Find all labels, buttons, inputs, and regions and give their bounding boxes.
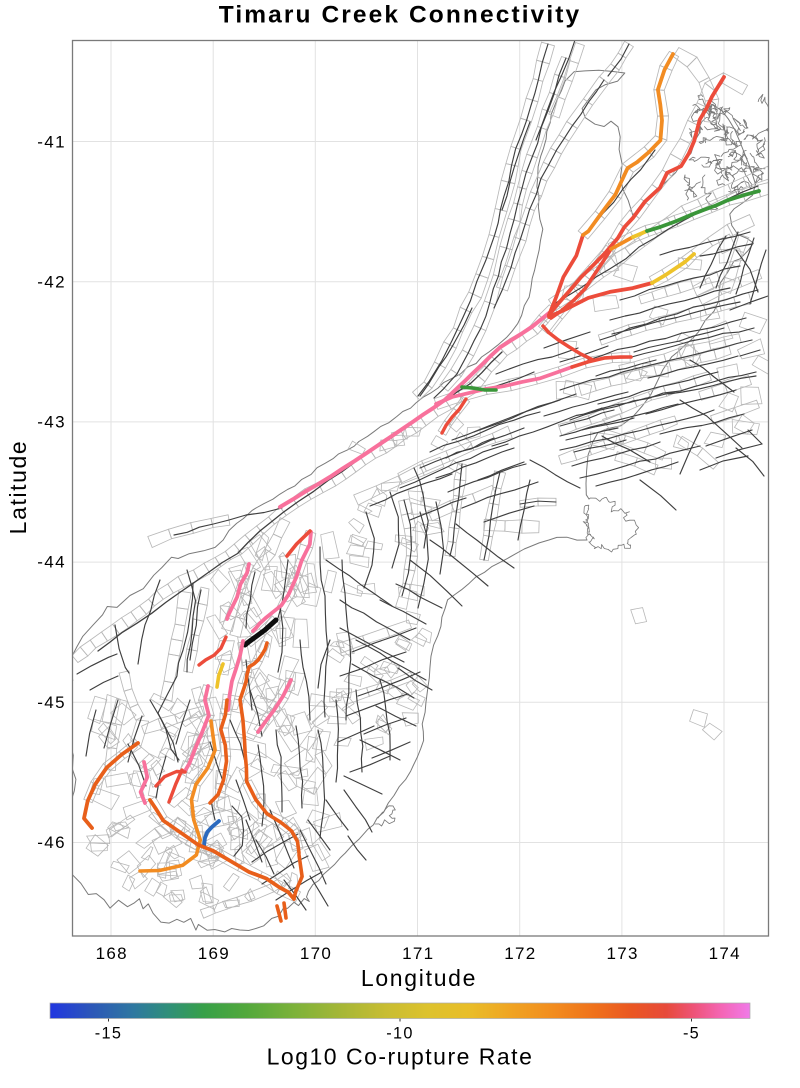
svg-text:-43: -43: [37, 413, 66, 432]
svg-text:171: 171: [402, 944, 434, 963]
svg-text:-45: -45: [37, 693, 66, 712]
svg-text:168: 168: [96, 944, 128, 963]
svg-text:172: 172: [504, 944, 536, 963]
svg-text:Timaru Creek Connectivity: Timaru Creek Connectivity: [219, 2, 581, 29]
svg-text:-15: -15: [95, 1025, 122, 1043]
svg-text:Latitude: Latitude: [5, 440, 31, 535]
svg-text:Log10 Co-rupture Rate: Log10 Co-rupture Rate: [267, 1044, 534, 1070]
svg-text:169: 169: [198, 944, 230, 963]
svg-text:-10: -10: [386, 1025, 413, 1043]
svg-text:173: 173: [606, 944, 638, 963]
svg-text:-44: -44: [37, 553, 66, 572]
svg-text:-42: -42: [37, 273, 66, 292]
svg-text:-5: -5: [683, 1025, 700, 1043]
svg-text:174: 174: [709, 944, 741, 963]
svg-text:-41: -41: [37, 133, 66, 152]
svg-text:Longitude: Longitude: [361, 965, 477, 991]
svg-text:-46: -46: [37, 833, 66, 852]
svg-text:170: 170: [300, 944, 332, 963]
